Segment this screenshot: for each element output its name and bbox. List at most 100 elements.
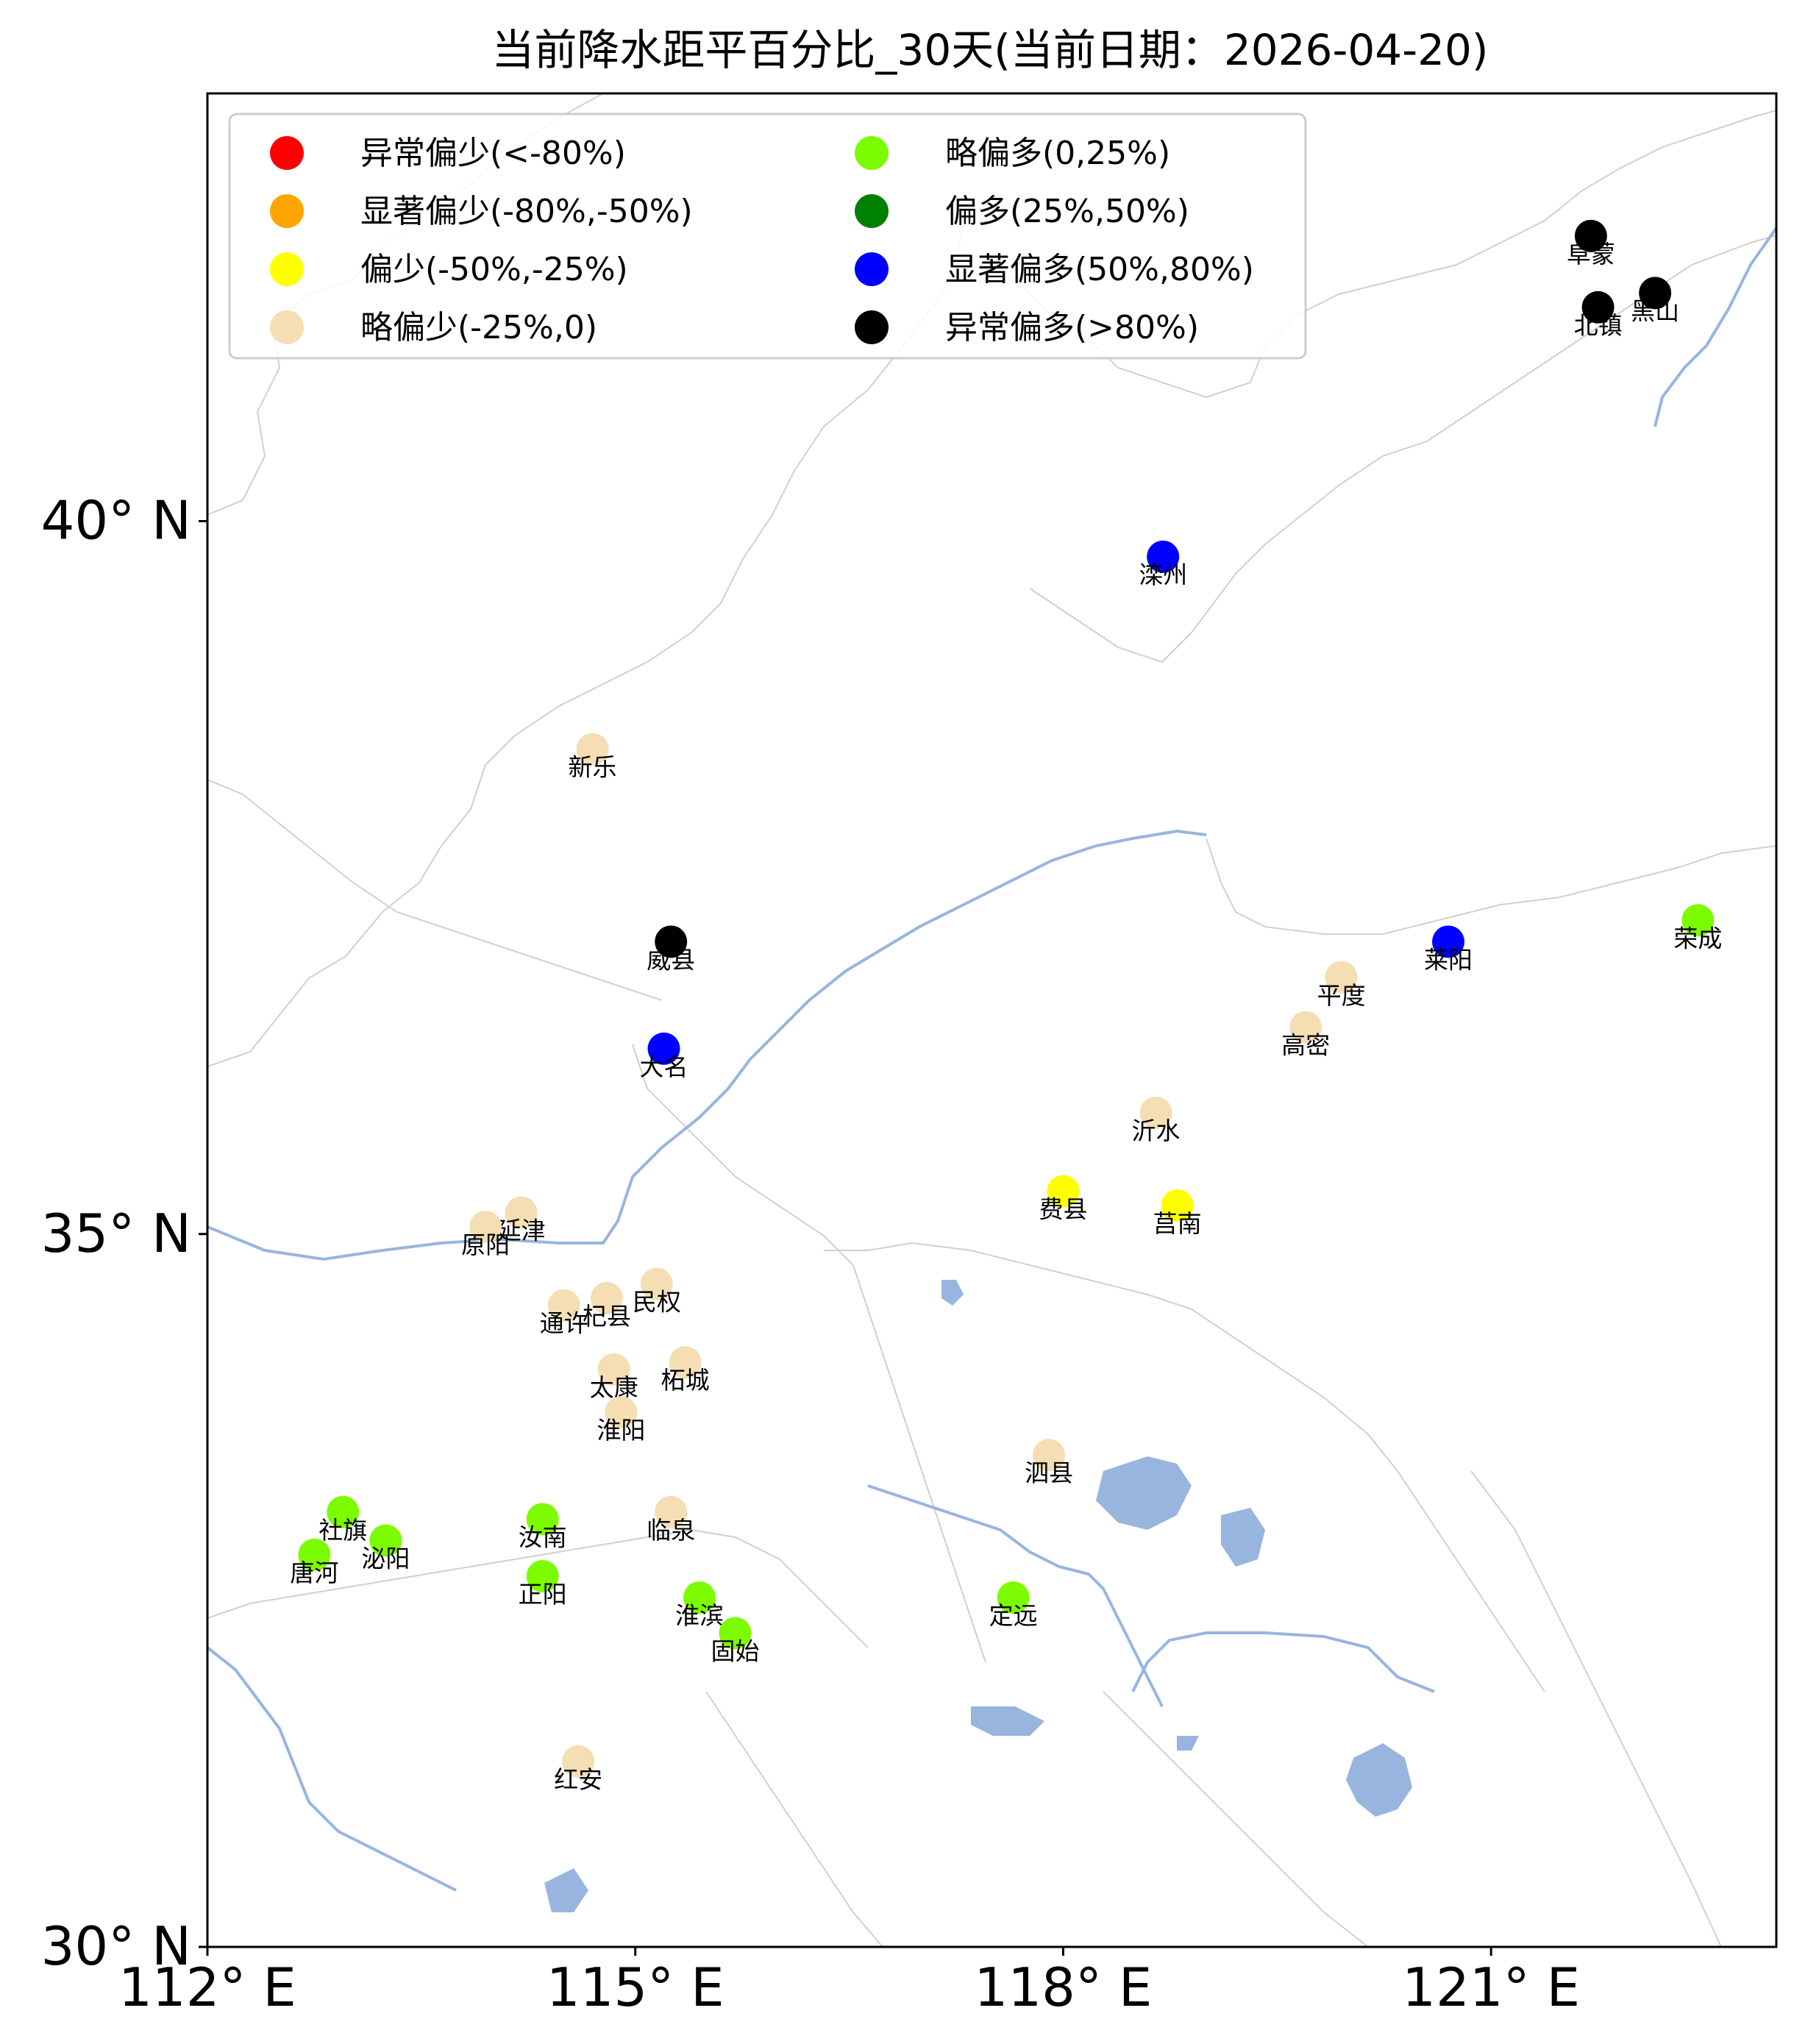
station-label: 黑山: [1631, 296, 1679, 325]
x-tick-label: 118° E: [975, 1956, 1153, 2018]
hongze-lake: [1096, 1456, 1192, 1530]
liao-river: [1653, 227, 1776, 427]
station-marker: [683, 1581, 716, 1614]
station-label: 荣成: [1673, 924, 1722, 952]
station-marker: [655, 925, 688, 958]
station-label: 泗县: [1025, 1459, 1073, 1487]
station-marker: [1639, 277, 1672, 310]
station-label: 定远: [989, 1601, 1038, 1630]
station-marker: [590, 1282, 623, 1314]
legend-swatch: [270, 194, 304, 228]
station-label: 汝南: [519, 1523, 567, 1551]
station-label: 延津: [497, 1217, 546, 1245]
station-label: 阜蒙: [1567, 240, 1615, 268]
station-label: 正阳: [519, 1580, 567, 1609]
lakes: [544, 1280, 1412, 1912]
station-marker: [669, 1346, 702, 1379]
legend-swatch: [855, 310, 889, 344]
legend-swatch: [270, 136, 304, 170]
station-marker: [562, 1745, 595, 1778]
legend-swatch: [855, 136, 889, 170]
station-label: 唐河: [290, 1559, 338, 1587]
x-axis: 112° E 115° E 118° E 121° E: [118, 1947, 1580, 2018]
station-label: 北镇: [1574, 311, 1623, 340]
station-marker: [505, 1196, 538, 1229]
legend-swatch: [855, 252, 889, 286]
station-label: 柘城: [661, 1366, 710, 1395]
station-marker: [1033, 1439, 1066, 1472]
station-marker: [719, 1617, 752, 1650]
station-label: 新乐: [569, 753, 617, 782]
small-lake-1: [941, 1280, 964, 1306]
station-label: 大名: [640, 1053, 688, 1081]
legend-label: 异常偏多(>80%): [945, 309, 1199, 346]
station-marker: [576, 733, 609, 766]
station-label: 临泉: [647, 1516, 695, 1545]
station-label: 平度: [1317, 981, 1366, 1010]
legend-swatch: [270, 252, 304, 286]
legend-box: [228, 113, 1307, 360]
station-marker: [526, 1560, 559, 1592]
station-marker: [1139, 1097, 1172, 1129]
legend-label: 偏多(25%,50%): [945, 193, 1189, 230]
x-tick-label: 112° E: [118, 1956, 296, 2018]
station-label: 高密: [1281, 1031, 1330, 1060]
y-axis: 30° N 35° N 40° N: [41, 490, 207, 1977]
rivers: [207, 227, 1776, 1892]
station-marker: [1325, 961, 1358, 994]
station-label: 沂水: [1131, 1117, 1180, 1145]
station-marker: [655, 1495, 688, 1528]
station-marker: [469, 1211, 502, 1244]
station-marker: [605, 1396, 638, 1429]
station-marker: [547, 1289, 580, 1322]
station-marker: [997, 1581, 1030, 1614]
legend-label: 显著偏少(-80%,-50%): [360, 193, 693, 230]
station-marker: [597, 1353, 630, 1386]
station-label: 滦州: [1139, 560, 1187, 589]
tai-lake: [1346, 1743, 1412, 1817]
yellow-river: [207, 829, 1207, 1261]
legend-label: 略偏少(-25%,0): [360, 309, 597, 346]
station-label: 杞县: [583, 1302, 631, 1331]
han-river: [207, 1646, 457, 1892]
station-marker: [1574, 219, 1607, 252]
station-label: 民权: [633, 1288, 681, 1317]
legend-label: 偏少(-50%,-25%): [360, 251, 628, 288]
station-marker: [1047, 1175, 1080, 1208]
station-label: 莱阳: [1424, 945, 1473, 974]
huai-river: [867, 1484, 1164, 1707]
legend-swatch: [855, 194, 889, 228]
station-label: 通许: [540, 1309, 588, 1338]
station-label: 固始: [711, 1637, 759, 1666]
yangtze-river: [1131, 1631, 1435, 1693]
y-tick-label: 35° N: [41, 1203, 191, 1264]
station-label: 泌阳: [361, 1545, 410, 1573]
station-label: 威县: [647, 945, 695, 974]
station-marker: [1681, 904, 1715, 937]
legend: 异常偏少(<-80%) 显著偏少(-80%,-50%) 偏少(-50%,-25%) 略…: [228, 113, 1307, 360]
station-marker: [1581, 291, 1614, 324]
station-marker: [327, 1495, 360, 1528]
x-tick-label: 115° E: [547, 1956, 725, 2018]
station-marker: [298, 1538, 331, 1571]
station-label: 原阳: [461, 1231, 510, 1259]
station-marker: [369, 1524, 402, 1557]
station-marker: [640, 1267, 673, 1300]
small-lake-2: [1177, 1736, 1199, 1751]
station-label: 社旗: [318, 1516, 367, 1545]
plot-frame: [206, 92, 1778, 1948]
station-label: 淮阳: [597, 1416, 645, 1445]
map-title: 当前降水距平百分比_30天(当前日期：2026-04-20): [491, 25, 1488, 75]
station-label: 淮滨: [675, 1601, 724, 1630]
station-label: 费县: [1039, 1195, 1087, 1224]
station-marker: [1432, 925, 1465, 958]
station-marker: [1289, 1011, 1322, 1044]
legend-label: 显著偏多(50%,80%): [945, 251, 1254, 288]
small-lake-3: [544, 1868, 588, 1912]
gaoyou-lake: [1221, 1508, 1265, 1567]
y-tick-label: 40° N: [41, 490, 191, 552]
x-tick-label: 121° E: [1402, 1956, 1580, 2018]
legend-swatch: [270, 310, 304, 344]
